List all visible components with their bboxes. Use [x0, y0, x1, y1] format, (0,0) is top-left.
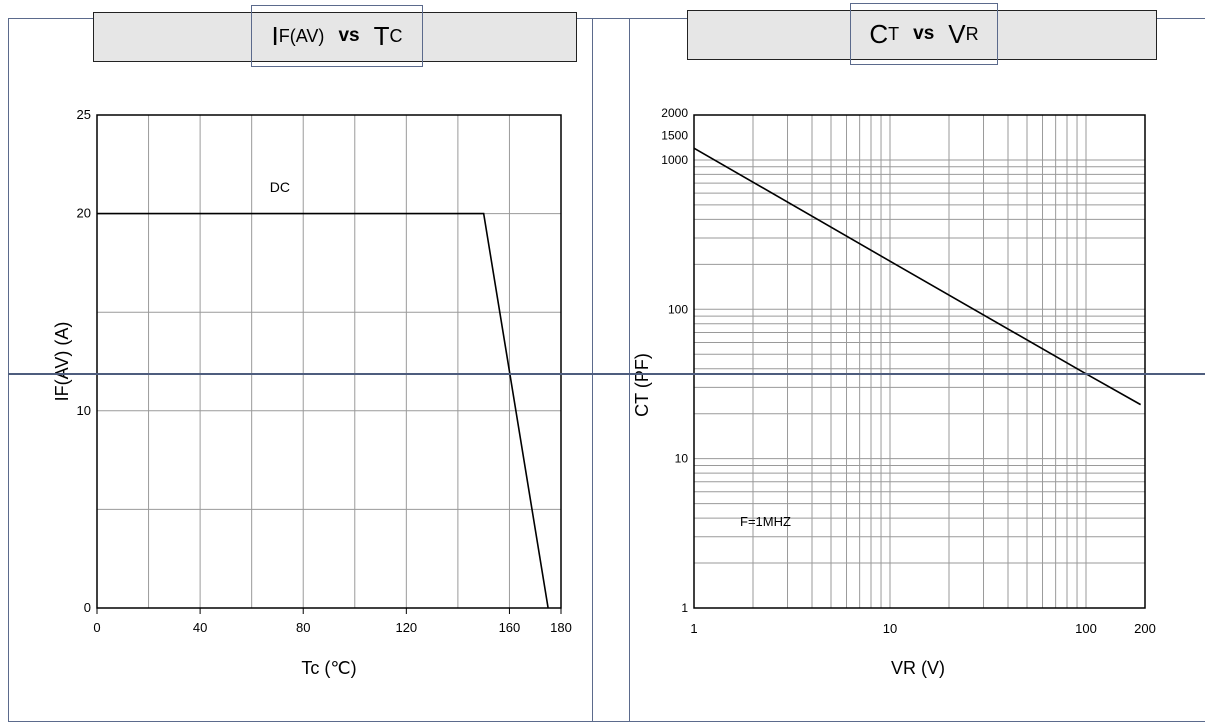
left-title-sub2: C [389, 25, 403, 46]
right-title-sub2: R [965, 23, 979, 44]
x-tick-label: 120 [395, 620, 417, 635]
frequency-annotation: F=1MHZ [740, 514, 791, 529]
right-title-sub: T [888, 23, 900, 44]
y-tick-label: 1500 [661, 129, 688, 143]
right-title-vs: vs [913, 23, 935, 44]
plot-area-border [693, 114, 1146, 609]
y-tick-label: 10 [675, 452, 689, 466]
x-tick-label: 1 [690, 621, 697, 636]
series-line-ct [693, 147, 1142, 406]
left-chart-title: I F(AV) vs T C [251, 5, 423, 67]
x-tick-label: 160 [499, 620, 521, 635]
y-tick-label: 1 [681, 601, 688, 615]
left-title-main: I [271, 20, 279, 51]
y-tick-label: 2000 [661, 106, 688, 120]
left-title-vs: vs [338, 25, 360, 46]
x-axis-label: VR (V) [891, 658, 945, 678]
right-title-main: C [869, 18, 889, 49]
y-tick-label: 1000 [661, 153, 688, 167]
x-tick-label: 10 [883, 621, 897, 636]
x-tick-label: 40 [193, 620, 207, 635]
right-chart-title-box [687, 10, 1157, 60]
x-tick-label: 100 [1075, 621, 1097, 636]
right-title-main2: V [948, 18, 966, 49]
y-axis-label: CT (PF) [632, 353, 652, 417]
series-label-dc: DC [270, 179, 290, 195]
left-title-main2: T [373, 20, 390, 51]
x-tick-label: 80 [296, 620, 310, 635]
chart-if-vs-tc: 0 40 80 120 160 180 0 10 20 25 DC Tc (℃) IF(AV) (A) [52, 107, 572, 678]
x-tick-label: 180 [550, 620, 572, 635]
y-axis-label: IF(AV) (A) [52, 322, 72, 402]
x-tick-label: 0 [93, 620, 100, 635]
y-tick-label: 0 [84, 600, 91, 615]
y-tick-label: 20 [77, 206, 91, 221]
horizontal-guide-line [8, 373, 1205, 375]
y-tick-label: 25 [77, 107, 91, 122]
left-title-sub: F(AV) [278, 25, 325, 46]
chart-ct-vs-vr: 1 10 100 200 1 10 100 1000 1500 2000 F=1MHZ VR (V) C… [632, 106, 1156, 678]
y-tick-label: 100 [668, 302, 688, 316]
left-chart-title-box [93, 12, 577, 62]
series-line-dc [97, 212, 549, 609]
x-axis-label: Tc (℃) [301, 658, 356, 678]
plot-area-border [96, 114, 562, 609]
x-tick-label: 200 [1134, 621, 1156, 636]
y-tick-label: 10 [77, 403, 91, 418]
